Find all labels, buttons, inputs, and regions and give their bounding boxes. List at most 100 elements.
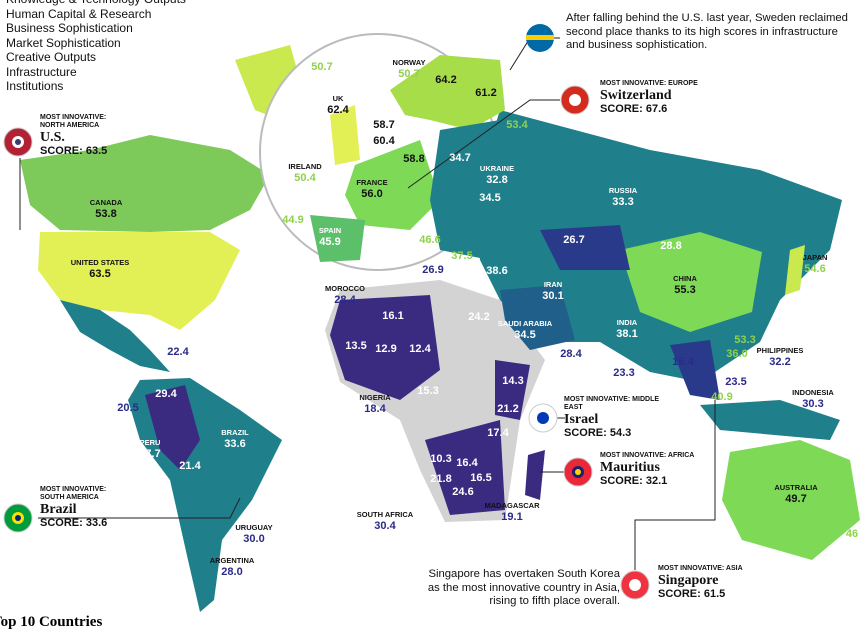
callout-score: SCORE: 61.5	[658, 588, 726, 600]
callout-name: Switzerland	[600, 88, 672, 103]
country-name: IRAN	[544, 280, 562, 289]
country-name: JAPAN	[803, 253, 828, 262]
country-name: MEXICO	[37, 318, 67, 327]
country-score: 63.5	[89, 268, 110, 280]
country-score: 49.7	[785, 493, 806, 505]
country-score: 17.4	[487, 427, 509, 439]
connector	[634, 400, 716, 570]
china	[620, 232, 762, 332]
country-score: 23.5	[725, 376, 746, 388]
flag-detail	[575, 469, 581, 475]
country-name: CHINA	[673, 274, 697, 283]
country-score: 64.2	[435, 74, 456, 86]
country-score: 28.8	[660, 240, 681, 252]
canada	[20, 135, 270, 232]
country-score: 18.4	[364, 403, 386, 415]
country-score: 27.7	[139, 448, 160, 460]
footer-title: Top 10 Countries	[0, 614, 103, 630]
country-score: 24.6	[452, 486, 473, 498]
flags	[3, 24, 650, 600]
country-score: 62.4	[327, 104, 349, 116]
country-score: 30.1	[542, 290, 563, 302]
eastern-europe	[430, 120, 500, 260]
country-score: 26.7	[563, 234, 584, 246]
country-score: 30.0	[243, 533, 264, 545]
legend-item: Institutions	[6, 79, 64, 93]
country-name: UK	[333, 94, 344, 103]
country-name: MADAGASCAR	[485, 501, 541, 510]
country-score: 16.4	[672, 356, 694, 368]
country-score: 37.5	[451, 250, 472, 262]
iberia	[310, 215, 365, 262]
madagascar	[525, 450, 545, 500]
country-score: 21.4	[179, 460, 201, 472]
country-score: 40.9	[711, 391, 732, 403]
country-score: 23.3	[613, 367, 634, 379]
country-score: 50.4	[294, 172, 316, 184]
country-score: 12.4	[409, 343, 431, 355]
flag-detail	[15, 139, 21, 145]
country-name: MOROCCO	[325, 284, 365, 293]
country-name: NIGERIA	[359, 393, 391, 402]
country-name: SOUTH AFRICA	[357, 510, 414, 519]
legend: Knowledge & Technology OutputsHuman Capi…	[6, 0, 186, 94]
country-name: AUSTRALIA	[774, 483, 818, 492]
country-score: 15.3	[417, 385, 438, 397]
country-score: 28.0	[221, 566, 242, 578]
legend-item: Human Capital & Research	[6, 6, 152, 21]
note: After falling behind the U.S. last year,…	[566, 12, 848, 51]
country-score: 44.9	[282, 214, 303, 226]
indonesia	[700, 400, 840, 440]
connector	[38, 497, 241, 519]
note: Singapore has overtaken South Korea as t…	[427, 568, 620, 607]
united-states	[38, 232, 240, 330]
callout-heading: MOST INNOVATIVE: EUROPE	[600, 80, 698, 87]
country-score: 46	[846, 528, 858, 540]
east-africa	[495, 360, 530, 420]
western-europe	[345, 140, 440, 230]
country-score: 24.2	[468, 311, 489, 323]
country-name: PHILIPPINES	[757, 346, 804, 355]
country-score: 50.7	[311, 61, 332, 73]
country-score: 45.9	[319, 236, 340, 248]
country-name: UKRAINE	[480, 164, 514, 173]
middle-east	[500, 285, 575, 350]
legend-item: Creative Outputs	[6, 50, 97, 64]
country-score: 34.5	[514, 329, 535, 341]
southeast-asia	[670, 340, 720, 400]
country-score: 12.9	[375, 343, 396, 355]
japan	[785, 245, 805, 295]
central-asia	[540, 225, 630, 270]
callout: MOST INNOVATIVE: AFRICA Mauritius SCORE: 3…	[600, 452, 710, 487]
country-score: 19.1	[501, 511, 522, 523]
country-name: PERU	[140, 438, 161, 447]
country-score: 30.3	[802, 398, 823, 410]
country-score: 10.3	[430, 453, 451, 465]
country-name: INDONESIA	[792, 388, 834, 397]
callout-heading: MOST INNOVATIVE: ASIA	[658, 565, 743, 572]
callout-score: SCORE: 33.6	[40, 517, 108, 529]
flag-detail	[629, 579, 641, 591]
country-name: BRAZIL	[221, 428, 249, 437]
country-score: 21.2	[497, 403, 518, 415]
country-score: 16.1	[382, 310, 403, 322]
country-score: 61.2	[475, 87, 496, 99]
country-score: 46.6	[419, 234, 440, 246]
country-name: NORWAY	[393, 58, 426, 67]
country-score: 29.4	[155, 388, 177, 400]
legend-item: Knowledge & Technology Outputs	[6, 0, 186, 7]
callout-name: Mauritius	[600, 460, 660, 475]
country-name: SPAIN	[319, 226, 341, 235]
country-name: ARGENTINA	[210, 556, 255, 565]
country-score: 54.6	[804, 263, 825, 275]
country-score: 38.1	[616, 328, 637, 340]
country-name: RUSSIA	[609, 186, 638, 195]
flag-detail	[537, 412, 549, 424]
country-name: CANADA	[90, 198, 123, 207]
callout-score: SCORE: 63.5	[40, 145, 108, 157]
country-score: 32.8	[486, 174, 507, 186]
country-score: 36.0	[726, 348, 747, 360]
country-name: SAUDI ARABIA	[498, 319, 553, 328]
legend-item: Market Sophistication	[6, 35, 121, 50]
